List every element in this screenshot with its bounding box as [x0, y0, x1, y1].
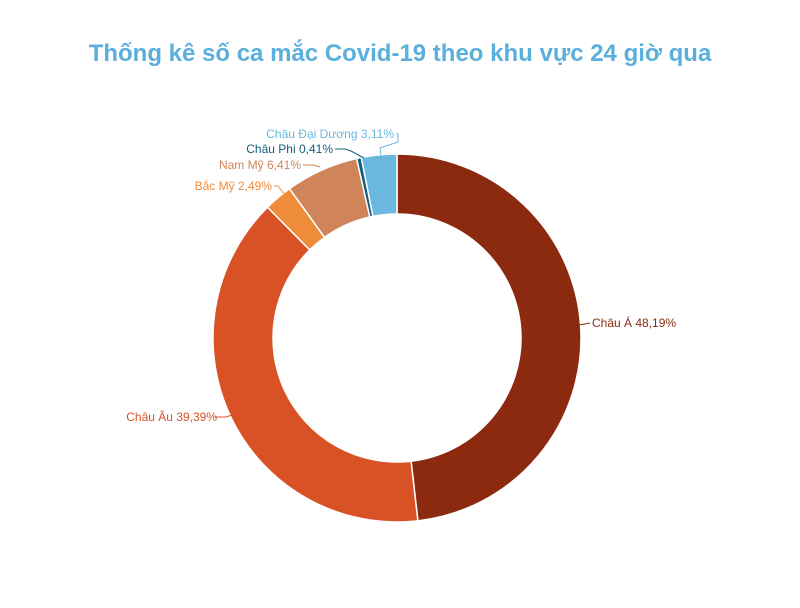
leader-line-1 — [215, 414, 233, 418]
data-label-1: Châu Âu 39,39% — [126, 409, 217, 424]
chart-title: Thống kê số ca mắc Covid-19 theo khu vực… — [88, 40, 712, 67]
data-labels: Châu Á 48,19% Châu Âu 39,39% Bắc Mỹ 2,49% N… — [126, 127, 676, 424]
slice-5 — [360, 153, 398, 218]
leader-line-4 — [335, 148, 365, 159]
leader-line-5 — [379, 133, 399, 156]
slice-0 — [396, 153, 582, 522]
leader-line-0 — [578, 322, 591, 326]
slice-1 — [212, 206, 419, 523]
slices — [212, 153, 582, 523]
data-label-2: Bắc Mỹ 2,49% — [195, 178, 273, 193]
leader-line-3 — [303, 164, 321, 168]
data-label-5: Châu Đại Dương 3,11% — [266, 127, 394, 141]
data-label-3: Nam Mỹ 6,41% — [219, 158, 301, 172]
data-label-4: Châu Phi 0,41% — [246, 142, 333, 156]
data-label-0: Châu Á 48,19% — [592, 315, 676, 330]
leader-line-2 — [274, 185, 285, 195]
